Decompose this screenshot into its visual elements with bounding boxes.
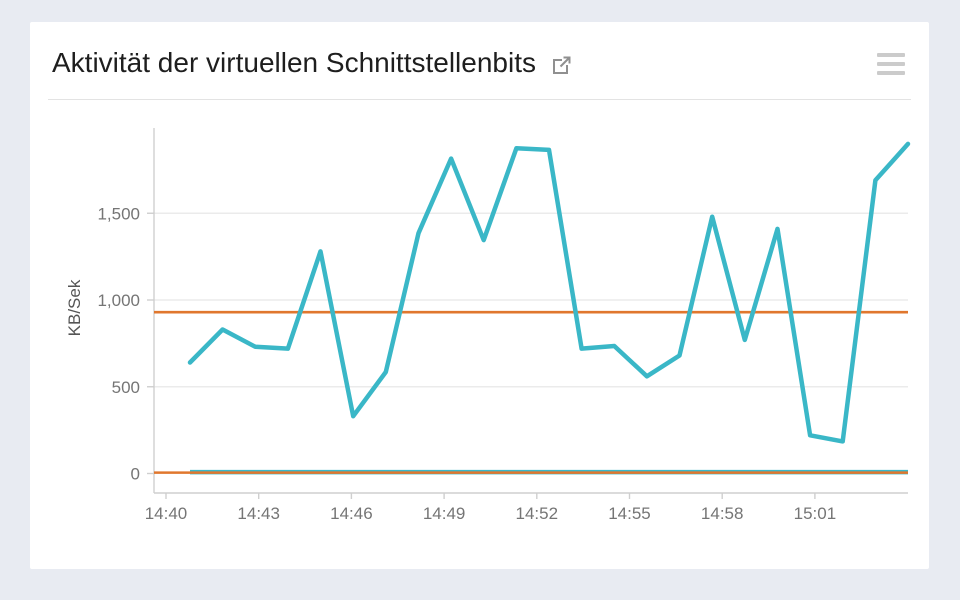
chart-card: 0 500 1,000 1,500 14:40 14:43 14:46 14:49 14:52 1… (30, 22, 929, 569)
header-separator (48, 98, 911, 100)
external-link-icon[interactable] (550, 53, 574, 77)
hamburger-bar (877, 53, 905, 58)
hamburger-bar (877, 62, 905, 67)
x-tick-label: 14:40 (145, 504, 188, 523)
card-header: Aktivität der virtuellen Schnittstellenb… (30, 22, 929, 79)
y-tick-label: 1,000 (97, 291, 140, 310)
y-tick-label: 0 (131, 465, 140, 484)
hamburger-bar (877, 71, 905, 76)
y-tick-label: 1,500 (97, 204, 140, 223)
x-tick-label: 14:46 (330, 504, 373, 523)
hamburger-menu-icon[interactable] (877, 53, 905, 76)
x-tick-label: 14:52 (516, 504, 559, 523)
x-tick-label: 14:58 (701, 504, 744, 523)
page-title: Aktivität der virtuellen Schnittstellenb… (52, 47, 536, 78)
traffic-chart-canvas[interactable]: 0 500 1,000 1,500 14:40 14:43 14:46 14:49 14:52 1… (30, 22, 929, 569)
x-tick-label: 15:01 (794, 504, 837, 523)
x-tick-label: 14:55 (608, 504, 651, 523)
y-tick-label: 500 (112, 378, 140, 397)
teal-volatile-line (187, 141, 911, 444)
y-axis-title: KB/Sek (65, 279, 84, 336)
x-tick-label: 14:43 (237, 504, 280, 523)
x-tick-label: 14:49 (423, 504, 466, 523)
